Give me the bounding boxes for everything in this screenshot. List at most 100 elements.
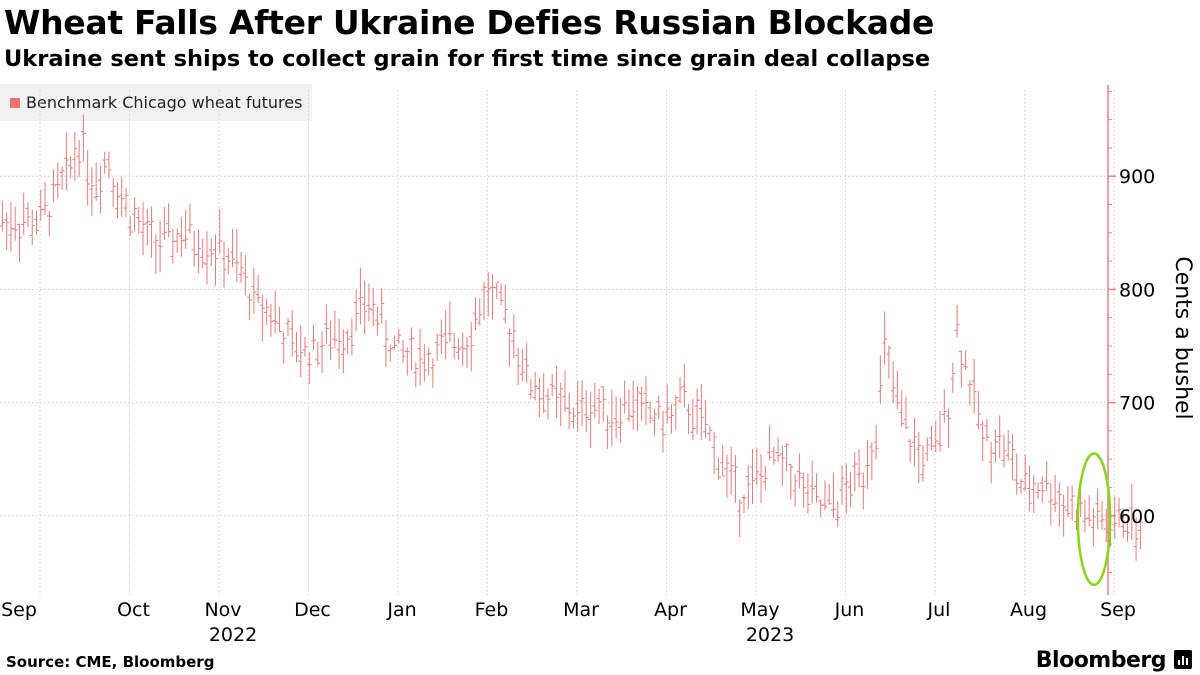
ohlc-bar [1137, 516, 1143, 550]
ohlc-bar [191, 230, 197, 267]
ohlc-bar [681, 363, 687, 408]
ohlc-bar [890, 361, 896, 404]
ohlc-bar [434, 333, 440, 362]
ohlc-bar [34, 210, 40, 235]
x-tick-label: Aug [1010, 599, 1047, 621]
ohlc-bar [421, 344, 427, 382]
ohlc-bar [1090, 508, 1096, 546]
ohlc-bar [541, 373, 547, 413]
ohlc-bar [562, 370, 568, 413]
ohlc-bar [1048, 483, 1054, 526]
ohlc-bar [110, 177, 116, 208]
ohlc-bar [813, 473, 819, 503]
ohlc-bar [285, 318, 291, 336]
ohlc-bar [85, 149, 91, 206]
ohlc-bar [634, 386, 640, 432]
ohlc-bar [767, 425, 773, 461]
ohlc-bar [1052, 475, 1058, 513]
ohlc-bar [345, 329, 351, 355]
ohlc-bar [651, 408, 657, 436]
ohlc-bar [392, 335, 398, 350]
ohlc-bar [750, 449, 756, 504]
ohlc-bar [694, 388, 700, 435]
ohlc-bar [259, 294, 265, 342]
ohlc-bar [703, 399, 709, 439]
ohlc-bar [230, 229, 236, 268]
ohlc-bar [174, 228, 180, 253]
ohlc-bar [102, 151, 108, 174]
ohlc-bar [153, 234, 159, 275]
ohlc-bar [826, 483, 832, 505]
ohlc-bar [511, 314, 517, 359]
x-tick-label: Sep [1100, 599, 1136, 621]
ohlc-bar [532, 371, 538, 401]
ohlc-bar [1031, 475, 1037, 513]
ohlc-bar [447, 301, 453, 343]
ohlc-bar [762, 466, 768, 491]
ohlc-bar [958, 350, 964, 388]
ohlc-bar [221, 241, 227, 288]
ohlc-bar [698, 384, 704, 440]
ohlc-bar [255, 275, 261, 304]
ohlc-bar [553, 365, 559, 418]
ohlc-bar [494, 281, 500, 300]
ohlc-bars [0, 114, 1143, 561]
ohlc-bar [622, 380, 628, 414]
x-tick-label: Sep [1, 599, 37, 621]
ohlc-bar [779, 445, 785, 486]
ohlc-bar [877, 355, 883, 404]
ohlc-bar [272, 290, 278, 334]
ohlc-bar [144, 208, 150, 246]
ohlc-bar [941, 389, 947, 424]
ohlc-bar [400, 339, 406, 363]
ohlc-bar [737, 499, 743, 538]
ohlc-bar [161, 206, 167, 240]
ohlc-bar [323, 304, 329, 344]
ohlc-bar [268, 304, 274, 337]
ohlc-bar [894, 370, 900, 410]
ohlc-bar [886, 345, 892, 379]
ohlc-bar [988, 441, 994, 484]
ohlc-bar [0, 201, 5, 232]
highlight-annotation [1076, 452, 1112, 587]
ohlc-bar [519, 348, 525, 381]
ohlc-bar [613, 396, 619, 439]
ohlc-bar [916, 432, 922, 484]
ohlc-bar [217, 209, 223, 254]
ohlc-bar [839, 465, 845, 505]
ohlc-bar [566, 392, 572, 430]
ohlc-bar [409, 327, 415, 371]
ohlc-bar [967, 380, 973, 406]
ohlc-bar [690, 399, 696, 441]
ohlc-bar [899, 390, 905, 427]
ohlc-bar [1129, 484, 1135, 541]
ohlc-bar [123, 187, 129, 218]
ohlc-bar [720, 444, 726, 477]
ohlc-bar [980, 420, 986, 462]
x-year-label: 2022 [209, 624, 257, 646]
ohlc-bar [1112, 496, 1118, 539]
ohlc-bar [38, 189, 44, 221]
ohlc-bar [178, 217, 184, 257]
ohlc-bar [315, 341, 321, 367]
ohlc-bar [571, 407, 577, 429]
ohlc-bar [643, 376, 649, 425]
ohlc-bar [975, 391, 981, 430]
ohlc-bar [170, 228, 176, 264]
ohlc-bar [443, 310, 449, 360]
ohlc-bar [911, 418, 917, 467]
ohlc-bar [1133, 517, 1139, 561]
ohlc-bar [869, 442, 875, 481]
ohlc-bar [741, 494, 747, 513]
y-axis-title: Cents a bushel [1170, 256, 1195, 419]
ohlc-bar [882, 311, 888, 365]
ohlc-bar [293, 331, 299, 363]
ohlc-bar [1086, 495, 1092, 527]
ohlc-bar [686, 404, 692, 434]
ohlc-bar [417, 328, 423, 386]
ohlc-bar [502, 284, 508, 324]
ohlc-bar [208, 238, 214, 267]
ohlc-bar [707, 425, 713, 442]
ohlc-bar [387, 344, 393, 362]
ohlc-bar [937, 410, 943, 452]
